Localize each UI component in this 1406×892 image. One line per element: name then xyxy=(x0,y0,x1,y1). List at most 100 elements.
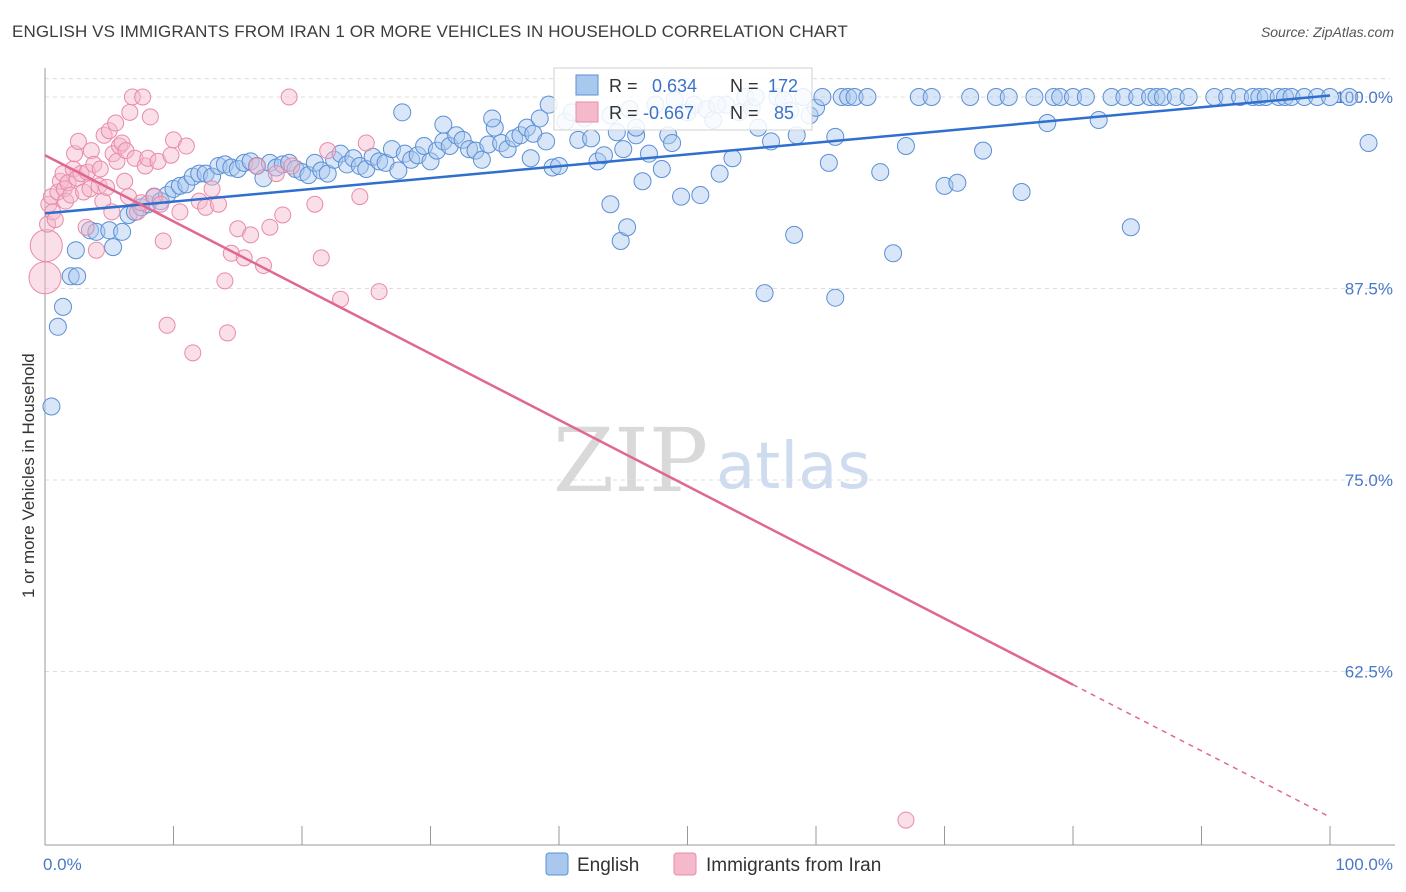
english-point xyxy=(922,88,941,106)
english-point xyxy=(393,103,412,122)
english-point xyxy=(896,137,915,156)
english-point xyxy=(948,173,967,192)
iran-point xyxy=(116,172,134,190)
english-point xyxy=(1276,88,1295,106)
legend-english-swatch xyxy=(545,852,569,876)
english-point xyxy=(569,130,588,149)
english-point xyxy=(421,152,440,171)
iran-point xyxy=(113,134,131,152)
english-point xyxy=(1153,88,1172,106)
english-point xyxy=(479,135,498,154)
english-point xyxy=(1089,110,1108,129)
x-tick-label: 0.0% xyxy=(43,855,82,874)
y-axis-label: 1 or more Vehicles in Household xyxy=(19,353,38,598)
english-point xyxy=(582,129,601,148)
english-point xyxy=(1179,88,1198,106)
english-point xyxy=(1012,182,1031,201)
iran-point xyxy=(897,811,915,829)
iran-point xyxy=(184,344,202,362)
english-point xyxy=(618,218,637,237)
english-point xyxy=(1025,88,1044,106)
english-point xyxy=(53,297,72,316)
source-credit: Source: ZipAtlas.com xyxy=(1260,24,1394,40)
iran-point xyxy=(141,108,159,126)
y-tick-label: 75.0% xyxy=(1345,471,1393,490)
iran-point xyxy=(261,218,279,236)
english-point xyxy=(755,284,774,303)
iran-point xyxy=(81,180,99,198)
english-point xyxy=(813,88,832,106)
iran-point xyxy=(351,188,369,206)
iran-point xyxy=(203,180,221,198)
english-points xyxy=(42,88,1378,416)
iran-point xyxy=(28,261,62,295)
english-point xyxy=(521,149,540,168)
english-point xyxy=(986,88,1005,106)
iran-point xyxy=(274,206,292,224)
english-point xyxy=(1102,88,1121,106)
iran-point xyxy=(357,134,375,152)
watermark-zip: ZIP xyxy=(553,409,708,512)
stats-english-n-value: 172 xyxy=(768,76,798,96)
iran-point xyxy=(162,146,180,164)
english-point xyxy=(483,109,502,128)
english-point xyxy=(87,222,106,241)
english-point xyxy=(434,115,453,134)
iran-point xyxy=(370,283,388,301)
iran-point xyxy=(319,142,337,160)
x-tick-label: 100.0% xyxy=(1335,855,1393,874)
english-point xyxy=(663,133,682,152)
english-point xyxy=(370,152,389,171)
stats-iran-n-value: 85 xyxy=(774,103,794,123)
english-point xyxy=(633,172,652,191)
legend-iran-swatch xyxy=(673,852,697,876)
stats-iran-r-label: R = xyxy=(609,103,638,123)
english-point xyxy=(1166,88,1185,106)
iran-point xyxy=(139,149,157,167)
iran-point xyxy=(280,88,298,106)
iran-point xyxy=(242,226,260,244)
english-point xyxy=(460,140,479,159)
english-point xyxy=(209,156,228,175)
english-point xyxy=(104,238,123,257)
english-point xyxy=(601,195,620,214)
english-point xyxy=(652,160,671,179)
english-point xyxy=(402,150,421,169)
stats-box: R = 0.634 N = 172 R = -0.667 N = 85 xyxy=(553,67,813,131)
english-point xyxy=(61,267,80,286)
iran-point xyxy=(248,157,266,175)
x-tick-labels: 0.0% 100.0% xyxy=(43,855,1393,874)
english-point xyxy=(68,267,87,286)
english-point xyxy=(177,175,196,194)
watermark-atlas: atlas xyxy=(716,430,871,504)
english-point xyxy=(999,88,1018,106)
stats-english-n-label: N = xyxy=(730,76,759,96)
english-point xyxy=(1121,218,1140,237)
y-tick-label: 62.5% xyxy=(1345,663,1393,682)
iran-point xyxy=(69,132,87,150)
english-point xyxy=(1141,88,1160,106)
english-point xyxy=(1044,88,1063,106)
english-point xyxy=(1147,88,1166,106)
english-point xyxy=(1128,88,1147,106)
stats-english-r-label: R = xyxy=(609,76,638,96)
english-point xyxy=(305,153,324,172)
english-point xyxy=(260,153,279,172)
english-point xyxy=(170,176,189,195)
iran-point xyxy=(134,88,152,106)
english-point xyxy=(1340,88,1359,106)
english-point xyxy=(832,88,851,106)
legend-iran-label: Immigrants from Iran xyxy=(706,855,881,876)
iran-trend-line xyxy=(44,154,1074,686)
english-point xyxy=(537,132,556,151)
y-tick-labels: 100.0% 87.5% 75.0% 62.5% xyxy=(1335,88,1393,682)
english-point xyxy=(710,164,729,183)
iran-point xyxy=(82,142,100,160)
english-point xyxy=(389,161,408,180)
english-point xyxy=(858,88,877,106)
english-point xyxy=(1359,133,1378,152)
iran-point xyxy=(158,316,176,334)
iran-point xyxy=(154,232,172,250)
english-trend-line xyxy=(44,94,1331,215)
legend-english-label: English xyxy=(577,855,639,876)
